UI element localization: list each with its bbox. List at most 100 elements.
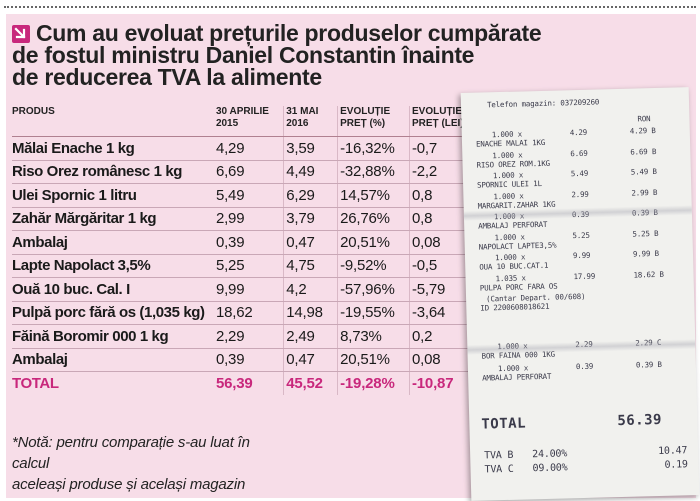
price-2016: 0,47	[283, 230, 339, 255]
evolution-percent: -19,28%	[337, 371, 410, 395]
price-2016: 3,79	[283, 207, 339, 231]
price-2016: 3,59	[283, 136, 339, 161]
price-2015: 5,25	[213, 254, 285, 278]
evolution-lei: -3,64	[409, 301, 470, 325]
evolution-percent: -9,52%	[337, 254, 410, 278]
table-row: Ambalaj 0,39 0,47 20,51% 0,08	[12, 348, 470, 372]
price-2016: 4,49	[283, 160, 339, 184]
table-header-row: PRODUS 30 APRILIE 2015 31 MAI 2016 EVOLU…	[12, 106, 470, 137]
receipt-text: SPORNIC ULEI 1L	[476, 178, 542, 190]
price-2015: 2,29	[213, 324, 285, 349]
receipt-text: 9.99 B	[632, 248, 659, 259]
receipt-text: 4.29 B	[629, 125, 656, 136]
receipt-text: ENACHE MALAI 1KG	[475, 137, 546, 149]
receipt-line: Telefon magazin: 037209260	[469, 95, 683, 109]
receipt-text: 0.39 B	[635, 359, 662, 370]
evolution-percent: 14,57%	[337, 183, 410, 208]
receipt-text: PULPA PORC FARA OS	[479, 281, 558, 293]
headline-line-3: de reducerea TVA la alimente	[12, 64, 322, 90]
arrow-down-right-icon	[12, 25, 30, 43]
receipt-text: 0.39	[575, 361, 594, 372]
receipt-text: 6.69	[570, 148, 588, 158]
receipt-line: TOTAL 56.39	[477, 411, 691, 433]
table-row: Pulpă porc fără os (1,035 kg) 18,62 14,98-…	[12, 301, 470, 325]
receipt-text: 18.62 B	[633, 269, 664, 280]
header-evolution-percent: EVOLUȚIE PREȚ (%)	[337, 106, 410, 137]
price-2015: 0,39	[213, 348, 285, 372]
receipt-text: 2.99	[571, 189, 589, 199]
evolution-percent: -16,32%	[337, 136, 410, 161]
receipt-line: TVA B 24.00% 10.47	[478, 445, 692, 461]
top-dotted-rule	[4, 6, 696, 8]
price-2015: 18,62	[213, 301, 285, 325]
evolution-percent: -32,88%	[337, 160, 410, 184]
product-name: Riso Orez românesc 1 kg	[12, 160, 214, 184]
receipt-currency: RON	[637, 114, 651, 124]
product-name: Zahăr Mărgăritar 1 kg	[12, 207, 214, 231]
product-name: TOTAL	[12, 375, 59, 392]
price-2016: 14,98	[283, 301, 339, 325]
receipt-text: 5.49 B	[630, 166, 657, 177]
evolution-lei: -2,2	[409, 160, 470, 184]
product-name: Mălai Enache 1 kg	[12, 136, 214, 161]
price-2015: 0,39	[213, 230, 285, 255]
product-name: Ulei Spornic 1 litru	[12, 183, 214, 208]
evolution-percent: 26,76%	[337, 207, 410, 231]
table-row: Lapte Napolact 3,5% 5,25 4,75 -9,52% -0,5	[12, 254, 470, 278]
price-2015: 2,99	[213, 207, 285, 231]
evolution-lei: -0,5	[409, 254, 470, 278]
price-2016: 2,49	[283, 324, 339, 349]
receipt-text: 6.69 B	[630, 146, 657, 157]
price-2016: 45,52	[283, 371, 339, 395]
receipt-text: 5.49	[570, 168, 589, 179]
receipt-line: RON	[469, 113, 683, 123]
evolution-lei: -10,87	[409, 371, 470, 395]
header-date-2016: 31 MAI 2016	[283, 106, 339, 137]
evolution-percent: 20,51%	[337, 230, 410, 255]
evolution-lei: -0,7	[409, 136, 470, 161]
receipt-text: AMBALAJ PERFORAT	[478, 219, 548, 231]
price-2016: 4,2	[283, 277, 339, 302]
receipt-text: 4.29	[569, 127, 588, 138]
receipt-line: 1.000 x 4.29 4.29 B	[470, 125, 684, 139]
receipt-text: 10.47	[658, 445, 688, 458]
table-row: Zahăr Mărgăritar 1 kg 2,99 3,79 26,76% 0,8	[12, 207, 470, 231]
receipt-total-label: TOTAL	[481, 415, 527, 433]
evolution-percent: -57,96%	[337, 277, 410, 302]
evolution-lei: -5,79	[409, 277, 470, 302]
receipt-total-value: 56.39	[617, 411, 663, 430]
price-2016: 6,29	[283, 183, 339, 208]
product-name: Ambalaj	[12, 230, 214, 255]
receipt-text: 2.99 B	[631, 187, 658, 198]
price-2016: 4,75	[283, 254, 339, 278]
table-row: Riso Orez românesc 1 kg 6,69 4,49 -32,88% -2…	[12, 160, 470, 184]
headline-line-2: de fostul ministru Daniel Constantin îna…	[12, 42, 475, 68]
receipt-header: Telefon magazin: 037209260	[486, 97, 600, 110]
price-2015: 5,49	[213, 183, 285, 208]
receipt-text: TVA C	[484, 463, 514, 476]
footnote-line-1: *Notă: pentru comparație s-au luat în ca…	[12, 434, 250, 472]
receipt-text: NAPOLACT LAPTE3,5%	[478, 240, 557, 252]
product-name: Ouă 10 buc. Cal. I	[12, 277, 214, 302]
price-2015: 6,69	[213, 160, 285, 184]
price-2015: 4,29	[213, 136, 285, 161]
footnote-line-2: aceleași produse și același magazin	[12, 476, 246, 493]
evolution-percent: 8,73%	[337, 324, 410, 349]
footnote: *Notă: pentru comparație s-au luat în ca…	[12, 432, 282, 495]
evolution-percent: -19,55%	[337, 301, 410, 325]
receipt-text: 24.00%	[532, 448, 568, 461]
table-row: Ulei Spornic 1 litru 5,49 6,29 14,57% 0,8	[12, 183, 470, 208]
table-row: Ouă 10 buc. Cal. I 9,99 4,2 -57,96% -5,79	[12, 277, 470, 302]
receipt-text: 9.99	[572, 250, 591, 261]
table-row: Făină Boromir 000 1 kg 2,29 2,49 8,73% 0,2	[12, 324, 470, 349]
table-row: Mălai Enache 1 kg 4,29 3,59 -16,32% -0,7	[12, 136, 470, 161]
product-name: Lapte Napolact 3,5%	[12, 254, 214, 278]
receipt-text: 5.25 B	[632, 228, 659, 239]
product-name: Pulpă porc fără os (1,035 kg)	[12, 301, 214, 325]
receipt-text: 09.00%	[532, 462, 568, 475]
headline: Cum au evoluat prețurile produselor cump…	[12, 22, 542, 90]
receipt-text: 5.25	[572, 230, 590, 240]
price-table: PRODUS 30 APRILIE 2015 31 MAI 2016 EVOLU…	[12, 106, 470, 395]
header-product: PRODUS	[12, 106, 214, 137]
